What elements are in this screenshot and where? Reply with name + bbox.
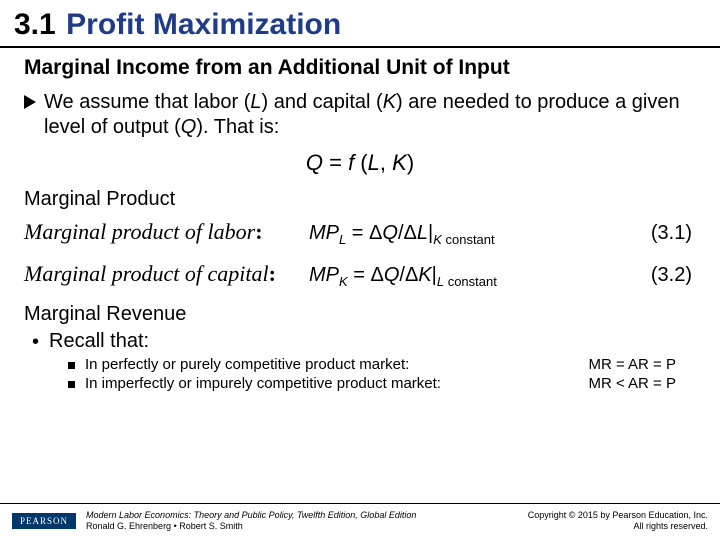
- txt: We assume that labor (: [44, 91, 250, 113]
- k: K: [392, 150, 407, 175]
- recall-text: Recall that:: [49, 330, 149, 353]
- cond-sub: L: [437, 274, 444, 289]
- assumption-bullet: We assume that labor (L) and capital (K)…: [24, 90, 696, 140]
- mr-row-1-right: MR < AR = P: [588, 375, 696, 392]
- mr-row-0-left: In perfectly or purely competitive produ…: [85, 356, 588, 373]
- book-title: Modern Labor Economics: Theory and Publi…: [86, 510, 528, 521]
- copyright-line2: All rights reserved.: [528, 521, 708, 532]
- cond-txt: constant: [442, 232, 495, 247]
- q: Q: [384, 264, 400, 286]
- close: ): [407, 150, 414, 175]
- lhs-sub: K: [339, 274, 348, 289]
- lhs: MP: [309, 222, 339, 244]
- var-l: L: [250, 91, 261, 113]
- eq: =: [323, 150, 348, 175]
- copyright-line1: Copyright © 2015 by Pearson Education, I…: [528, 510, 708, 521]
- l: L: [417, 222, 428, 244]
- copyright: Copyright © 2015 by Pearson Education, I…: [528, 510, 708, 532]
- l: L: [368, 150, 380, 175]
- open: (: [354, 150, 367, 175]
- mp-labor-label: Marginal product of labor:: [24, 219, 309, 245]
- mp-labor-row: Marginal product of labor: MPL = ΔQ/ΔL|K…: [24, 219, 696, 247]
- production-function: Q = f (L, K): [24, 150, 696, 176]
- square-bullet-icon: [68, 362, 75, 369]
- section-number: 3.1: [14, 8, 56, 42]
- eq: = Δ: [348, 264, 384, 286]
- cond-sub: K: [433, 232, 442, 247]
- var-q: Q: [181, 116, 197, 138]
- mp-capital-eq: MPK = ΔQ/ΔK|L constant: [309, 264, 651, 289]
- cond-txt: constant: [444, 274, 497, 289]
- title-row: 3.1 Profit Maximization: [0, 0, 720, 48]
- mr-row-1-left: In imperfectly or impurely competitive p…: [85, 375, 588, 392]
- footer: PEARSON Modern Labor Economics: Theory a…: [0, 503, 720, 540]
- slide: 3.1 Profit Maximization Marginal Income …: [0, 0, 720, 540]
- mr-row-0: In perfectly or purely competitive produ…: [68, 356, 696, 373]
- mr-row-0-text: In perfectly or purely competitive produ…: [85, 356, 696, 373]
- square-bullet-icon: [68, 381, 75, 388]
- comma: ,: [380, 150, 392, 175]
- subheading: Marginal Income from an Additional Unit …: [0, 48, 720, 82]
- colon: :: [255, 219, 262, 244]
- book-info: Modern Labor Economics: Theory and Publi…: [86, 510, 528, 532]
- eq-num-31: (3.1): [651, 222, 696, 245]
- lhs: MP: [309, 264, 339, 286]
- arrow-icon: [24, 95, 36, 109]
- eq-num-32: (3.2): [651, 264, 696, 287]
- marginal-revenue-heading: Marginal Revenue: [24, 303, 696, 326]
- mr-row-0-right: MR = AR = P: [588, 356, 696, 373]
- k: K: [418, 264, 431, 286]
- eq: = Δ: [346, 222, 382, 244]
- mr-row-1-text: In imperfectly or impurely competitive p…: [85, 375, 696, 392]
- mp-capital-label: Marginal product of capital:: [24, 261, 309, 287]
- recall-bullet: • Recall that:: [32, 330, 696, 354]
- q: Q: [306, 150, 323, 175]
- label: Marginal product of capital: [24, 261, 269, 286]
- mp-labor-eq: MPL = ΔQ/ΔL|K constant: [309, 222, 651, 247]
- content: We assume that labor (L) and capital (K)…: [0, 90, 720, 392]
- mp-capital-row: Marginal product of capital: MPK = ΔQ/ΔK…: [24, 261, 696, 289]
- colon: :: [269, 261, 276, 286]
- bullet-dot-icon: •: [32, 330, 39, 354]
- slash: /Δ: [398, 222, 417, 244]
- mr-row-1: In imperfectly or impurely competitive p…: [68, 375, 696, 392]
- assumption-text: We assume that labor (L) and capital (K)…: [44, 90, 696, 140]
- slash: /Δ: [399, 264, 418, 286]
- label: Marginal product of labor: [24, 219, 255, 244]
- txt: ) and capital (: [262, 91, 383, 113]
- var-k: K: [383, 91, 396, 113]
- txt: ). That is:: [196, 116, 279, 138]
- section-title: Profit Maximization: [66, 8, 341, 42]
- pearson-logo: PEARSON: [12, 513, 76, 529]
- q: Q: [382, 222, 398, 244]
- book-authors: Ronald G. Ehrenberg • Robert S. Smith: [86, 521, 528, 532]
- marginal-product-heading: Marginal Product: [24, 188, 696, 211]
